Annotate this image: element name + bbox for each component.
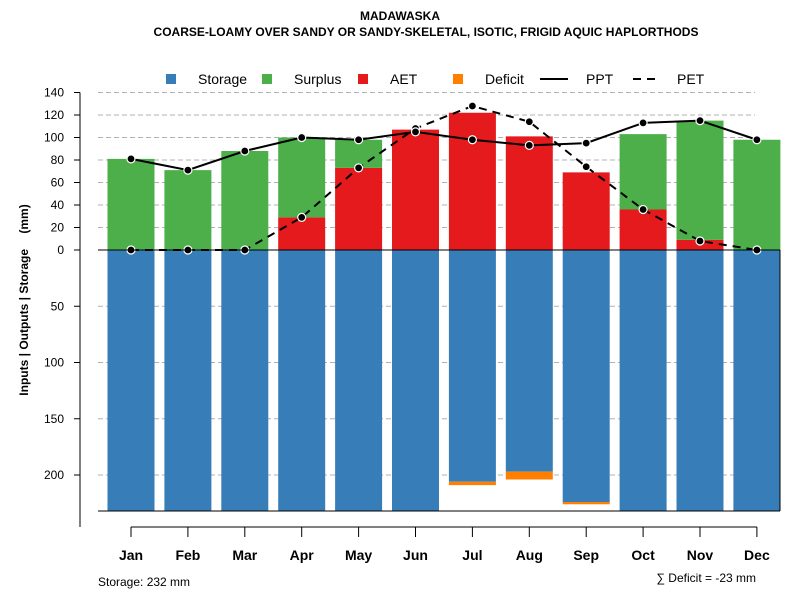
- aet-bar-may: [335, 167, 383, 250]
- legend-swatch-storage: [166, 74, 176, 84]
- y-tick-label: 100: [44, 131, 64, 145]
- ppt-point-aug: [524, 140, 534, 150]
- storage-bar-dec: [733, 250, 781, 511]
- surplus-bar-dec: [733, 139, 781, 250]
- x-tick-label-sep: Sep: [573, 547, 599, 563]
- storage-note: Storage: 232 mm: [98, 575, 190, 589]
- x-tick-label-mar: Mar: [232, 547, 257, 563]
- deficit-bar-jul: [448, 481, 496, 486]
- y-axis-label: Inputs | Outputs | Storage: [17, 249, 31, 396]
- x-tick-label-may: May: [345, 547, 372, 563]
- storage-bar-jun: [392, 250, 439, 511]
- y-tick-label: 120: [44, 108, 64, 122]
- ppt-point-feb: [183, 165, 193, 175]
- y-tick-label: 20: [51, 221, 65, 235]
- surplus-bar-mar: [221, 151, 269, 250]
- ppt-point-sep: [581, 138, 591, 148]
- legend-label-aet: AET: [390, 71, 418, 87]
- storage-bar-may: [335, 250, 383, 511]
- legend-swatch-aet: [358, 74, 368, 84]
- storage-bar-mar: [221, 250, 269, 511]
- y-tick-label: 140: [44, 86, 64, 100]
- ppt-line: [130, 119, 758, 172]
- ppt-point-may: [354, 135, 364, 145]
- deficit-note: ∑ Deficit = -23 mm: [656, 571, 756, 585]
- pet-point-oct: [638, 204, 648, 215]
- x-tick-label-dec: Dec: [744, 547, 770, 563]
- surplus-bar-feb: [164, 170, 212, 250]
- ppt-point-mar: [240, 146, 250, 156]
- storage-bar-jul: [448, 250, 496, 482]
- legend-label-storage: Storage: [198, 71, 247, 87]
- x-tick-label-feb: Feb: [175, 547, 200, 563]
- pet-point-sep: [581, 162, 591, 172]
- pet-point-nov: [695, 236, 705, 246]
- pet-point-apr: [297, 212, 307, 222]
- pet-point-may: [354, 163, 364, 173]
- surplus-bar-oct: [619, 134, 667, 210]
- legend-swatch-deficit: [453, 74, 463, 84]
- x-tick-label-apr: Apr: [290, 547, 315, 563]
- y-axis-units: (mm): [17, 204, 31, 233]
- legend-swatch-surplus: [262, 74, 272, 84]
- deficit-bar-aug: [505, 471, 553, 480]
- storage-bar-apr: [278, 250, 326, 511]
- aet-bar-apr: [278, 217, 326, 250]
- aet-bar-sep: [562, 172, 610, 250]
- legend-label-surplus: Surplus: [294, 71, 341, 87]
- pet-point-jul: [467, 101, 477, 111]
- aet-bar-aug: [505, 136, 553, 250]
- y-tick-label: 100: [44, 356, 64, 370]
- storage-bar-nov: [676, 250, 724, 511]
- ppt-point-jan: [126, 154, 136, 164]
- y-axis-title: Inputs | Outputs | Storage (mm): [17, 204, 31, 395]
- aet-bar-jul: [448, 112, 496, 250]
- ppt-point-apr: [297, 132, 307, 143]
- ppt-point-oct: [638, 118, 648, 128]
- storage-bar-oct: [619, 250, 667, 511]
- surplus-bar-nov: [676, 120, 724, 240]
- y-tick-label: 200: [44, 468, 64, 482]
- storage-bar-jan: [107, 250, 155, 511]
- pet-point-aug: [524, 117, 534, 127]
- storage-bar-feb: [164, 250, 212, 511]
- y-tick-label: 150: [44, 412, 64, 426]
- x-tick-label-aug: Aug: [516, 547, 543, 563]
- y-tick-label: 50: [51, 299, 65, 313]
- aet-bar-oct: [619, 209, 667, 250]
- storage-bar-sep: [562, 250, 610, 502]
- y-tick-label: 40: [51, 198, 65, 212]
- legend: Storage Surplus AET Deficit PPT PET: [166, 71, 705, 87]
- x-tick-label-nov: Nov: [687, 547, 714, 563]
- legend-label-deficit: Deficit: [485, 71, 524, 87]
- storage-bar-aug: [505, 250, 553, 472]
- x-tick-label-jun: Jun: [403, 547, 428, 563]
- legend-label-ppt: PPT: [586, 71, 614, 87]
- y-tick-label: 0: [57, 243, 64, 257]
- aet-bar-jun: [392, 129, 439, 250]
- x-tick-label-oct: Oct: [631, 547, 655, 563]
- y-tick-label: 60: [51, 176, 65, 190]
- ppt-point-jul: [467, 135, 477, 145]
- ppt-point-jun: [410, 127, 421, 137]
- bars: [107, 112, 781, 511]
- surplus-bar-apr: [278, 137, 326, 218]
- chart-title: MADAWASKA: [360, 9, 440, 23]
- chart-subtitle: COARSE-LOAMY OVER SANDY OR SANDY-SKELETA…: [154, 25, 699, 39]
- deficit-bar-sep: [562, 502, 610, 505]
- ppt-point-dec: [752, 135, 762, 145]
- x-tick-label-jan: Jan: [119, 547, 143, 563]
- x-tick-label-jul: Jul: [462, 547, 482, 563]
- surplus-bar-jan: [107, 158, 155, 250]
- legend-label-pet: PET: [677, 71, 705, 87]
- y-tick-label: 80: [51, 153, 65, 167]
- ppt-point-nov: [695, 116, 705, 126]
- surplus-bar-may: [335, 139, 383, 168]
